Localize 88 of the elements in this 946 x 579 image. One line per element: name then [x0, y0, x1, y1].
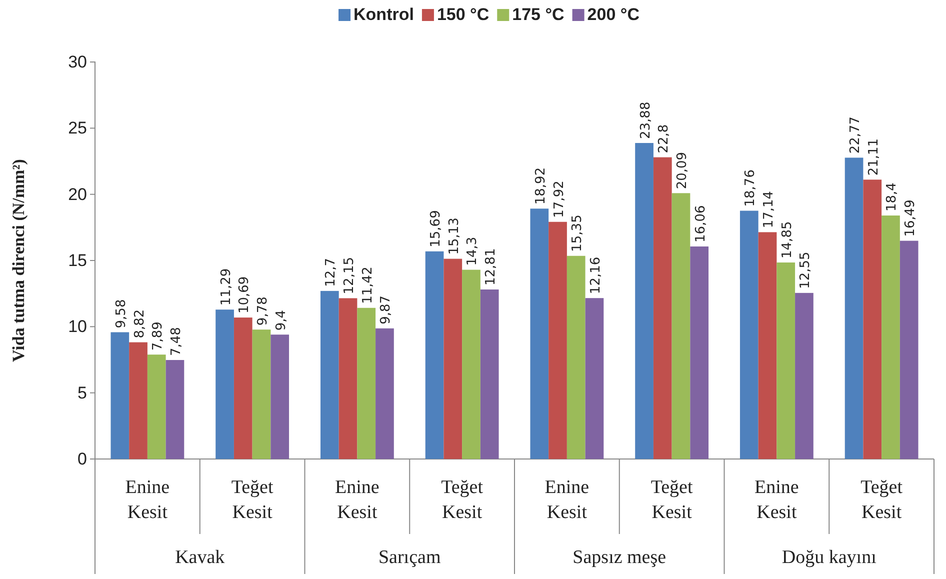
data-label: 11,29 — [218, 268, 234, 306]
data-label: 12,7 — [324, 258, 339, 287]
data-label: 18,92 — [533, 167, 548, 205]
text: Sapsız meşe — [572, 547, 666, 568]
x-tick-label: Enine Kesit — [125, 477, 170, 523]
data-label: 9,78 — [255, 296, 270, 326]
bar — [444, 258, 462, 459]
bar — [376, 328, 394, 459]
data-label: 23,88 — [638, 102, 654, 139]
bar — [672, 193, 690, 459]
bar — [863, 180, 882, 459]
bar — [844, 158, 864, 459]
bar — [129, 342, 148, 459]
bar — [338, 298, 358, 459]
y-tick-label: 30 — [68, 52, 87, 72]
data-label: 7,48 — [168, 327, 184, 356]
data-label: 15,35 — [570, 214, 586, 252]
bar — [480, 289, 499, 459]
y-tick-label: 10 — [68, 317, 87, 336]
bar — [530, 208, 549, 459]
legend-label: 175 °C — [512, 5, 564, 24]
bar — [234, 318, 252, 459]
legend-label: 200 °C — [587, 5, 640, 24]
data-label: 17,92 — [552, 180, 567, 218]
data-label: 14,85 — [780, 221, 795, 258]
y-tick-label: 5 — [78, 383, 87, 402]
data-label: 12,16 — [588, 256, 604, 294]
x-tick-label: Enine Kesit — [335, 477, 380, 523]
bar — [740, 210, 758, 459]
data-label: 10,69 — [237, 276, 252, 314]
bar — [320, 290, 339, 459]
data-label: 21,11 — [866, 138, 882, 176]
x-tick-label: Enine Kesit — [754, 477, 799, 523]
y-tick-label: 15 — [68, 250, 87, 270]
data-label: 18,76 — [743, 170, 758, 207]
data-label: 8,82 — [132, 309, 148, 338]
data-label: 15,13 — [446, 218, 462, 255]
data-label: 17,14 — [762, 190, 777, 228]
text: Sarıçam — [378, 547, 441, 568]
data-label: 16,49 — [903, 200, 918, 237]
legend-label: 150 °C — [436, 5, 490, 24]
bar — [585, 298, 604, 459]
bar — [425, 251, 444, 459]
bar — [357, 308, 376, 459]
y-tick-label: 25 — [68, 118, 87, 138]
x-tick-label: Teğet Kesit — [231, 477, 274, 523]
data-label: 22,77 — [848, 116, 864, 154]
data-label: 14,3 — [465, 236, 480, 266]
x-tick-label: Teğet Kesit — [441, 477, 484, 523]
bar — [147, 354, 166, 459]
x-tick-label: Enine Kesit — [544, 477, 590, 523]
bar — [635, 142, 654, 459]
y-axis-title: Vida tutma direnci (N/mm²) — [9, 159, 28, 362]
y-tick-label: 0 — [78, 449, 87, 468]
data-label: 12,81 — [484, 248, 499, 286]
data-label: 16,06 — [693, 205, 708, 242]
bar — [110, 332, 130, 459]
x-tick-label: Teğet Kesit — [650, 477, 694, 523]
data-label: 20,09 — [674, 152, 690, 190]
data-label: 12,15 — [342, 256, 358, 294]
data-label: 7,89 — [150, 322, 166, 351]
bar — [690, 246, 709, 459]
bar — [462, 270, 480, 459]
bar — [795, 292, 814, 459]
legend-label: Kontrol — [354, 5, 414, 24]
x-tick-label: Teğet Kesit — [860, 477, 904, 523]
bar — [882, 216, 900, 459]
bar — [166, 360, 184, 459]
bar — [653, 157, 672, 459]
data-label: 18,4 — [884, 182, 900, 212]
bar — [758, 232, 777, 459]
data-label: 11,42 — [360, 266, 376, 304]
text: Kavak — [175, 547, 226, 568]
data-label: 9,4 — [274, 310, 289, 331]
data-label: 9,87 — [378, 295, 394, 324]
bar — [776, 262, 796, 459]
data-label: 9,58 — [114, 299, 129, 328]
bar — [566, 256, 586, 459]
bar — [270, 334, 290, 459]
bar — [252, 330, 271, 459]
bar — [216, 310, 234, 459]
y-tick-label: 20 — [68, 184, 87, 204]
data-label: 22,8 — [656, 124, 672, 154]
bar — [548, 222, 567, 459]
bar — [900, 240, 918, 459]
data-label: 15,69 — [428, 210, 444, 248]
data-label: 12,55 — [798, 252, 814, 289]
text: Doğu kayını — [782, 547, 876, 568]
